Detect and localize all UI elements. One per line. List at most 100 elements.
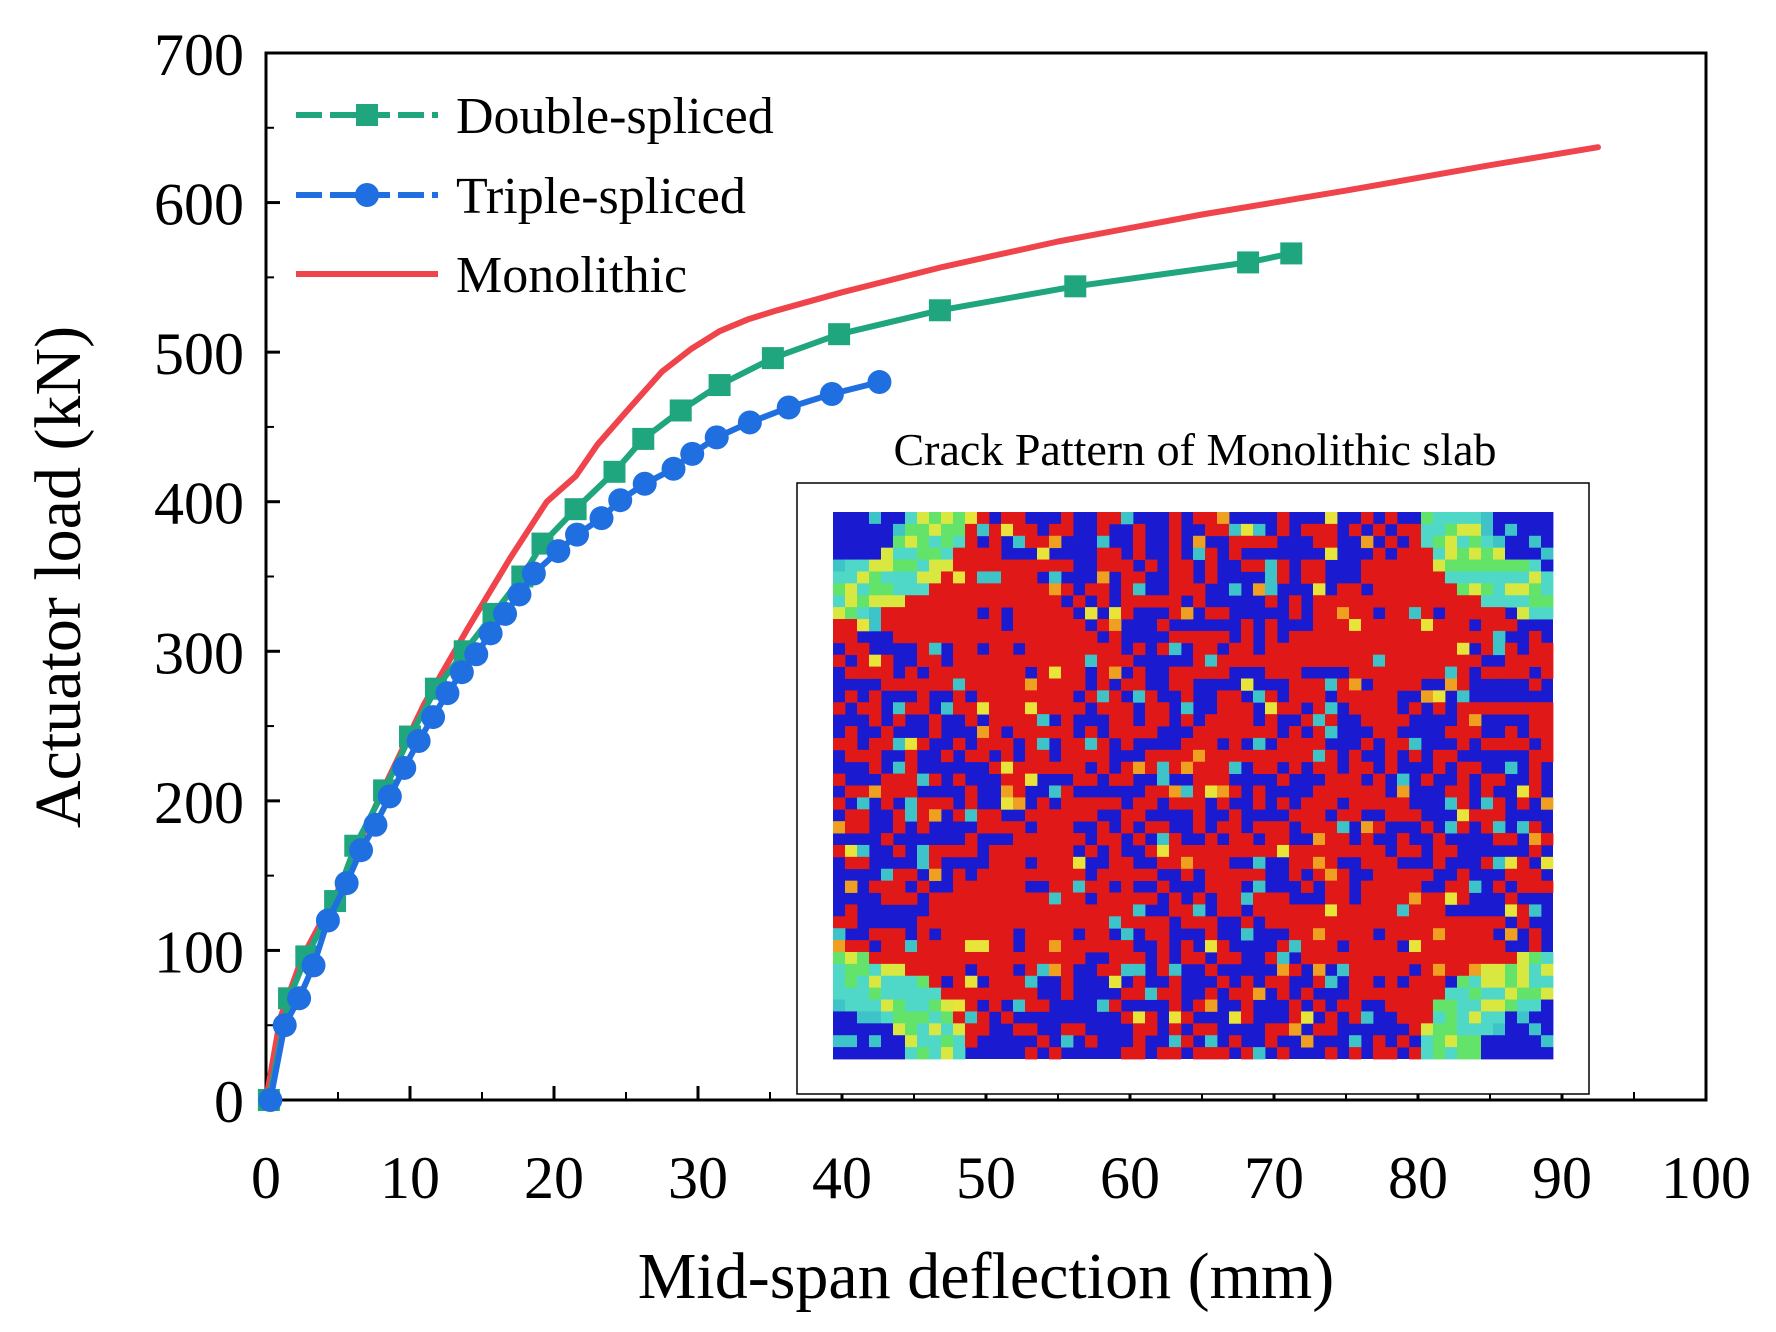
crack-cell [1217, 512, 1230, 525]
crack-cell [1229, 523, 1242, 537]
crack-cell [845, 571, 858, 584]
crack-cell [929, 940, 942, 953]
crack-cell [869, 749, 882, 763]
crack-cell [1061, 844, 1074, 858]
crack-cell [1169, 1047, 1182, 1060]
crack-cell [1289, 654, 1302, 667]
crack-cell [1349, 963, 1362, 977]
crack-cell [917, 583, 930, 596]
crack-cell [1037, 916, 1050, 929]
crack-cell [1493, 630, 1506, 644]
series-line-triple-spliced [267, 379, 883, 1103]
crack-cell [1241, 654, 1254, 667]
crack-cell [1505, 833, 1518, 846]
crack-cell [1385, 571, 1398, 584]
crack-cell [1421, 1047, 1434, 1060]
crack-cell [1025, 868, 1038, 882]
crack-cell [1325, 726, 1338, 739]
crack-cell [869, 975, 882, 989]
crack-cell [1121, 940, 1134, 953]
crack-cell [905, 583, 918, 596]
data-point [287, 986, 312, 1011]
crack-cell [905, 963, 918, 977]
crack-cell [941, 892, 954, 905]
crack-cell [1445, 1023, 1458, 1036]
crack-cell [1517, 512, 1530, 525]
crack-cell [1397, 963, 1410, 977]
crack-cell [1013, 916, 1026, 929]
crack-cell [1349, 773, 1362, 786]
crack-cell [1277, 737, 1290, 751]
crack-cell [1277, 642, 1290, 656]
crack-cell [1457, 1047, 1470, 1060]
crack-cell [1169, 595, 1182, 608]
crack-cell [1301, 559, 1314, 572]
crack-cell [977, 940, 990, 953]
crack-cell [1061, 963, 1074, 977]
crack-cell [845, 999, 858, 1012]
crack-cell [1373, 619, 1386, 632]
crack-cell [1037, 749, 1050, 763]
crack-cell [1289, 868, 1302, 882]
crack-cell [917, 987, 930, 1000]
data-point [377, 784, 402, 809]
crack-cell [1409, 975, 1422, 989]
crack-cell [893, 844, 906, 858]
crack-cell [1325, 928, 1338, 941]
crack-cell [953, 678, 966, 691]
crack-cell [1445, 523, 1458, 537]
crack-cell [1121, 916, 1134, 929]
crack-cell [857, 535, 870, 549]
crack-cell [1457, 1035, 1470, 1048]
crack-cell [1109, 856, 1122, 870]
crack-cell [1193, 892, 1206, 905]
crack-cell [1169, 797, 1182, 810]
crack-cell [1145, 797, 1158, 810]
crack-cell [1277, 844, 1290, 858]
crack-cell [1193, 785, 1206, 798]
crack-cell [1193, 773, 1206, 786]
crack-cell [1409, 583, 1422, 596]
crack-cell [1325, 904, 1338, 917]
crack-cell [857, 940, 870, 953]
crack-cell [845, 951, 858, 965]
crack-cell [1121, 809, 1134, 822]
crack-cell [1001, 868, 1014, 882]
crack-cell [1313, 904, 1326, 917]
crack-cell [977, 880, 990, 893]
crack-cell [1145, 749, 1158, 763]
crack-cell [1289, 1023, 1302, 1036]
crack-cell [1361, 607, 1374, 620]
crack-cell [1361, 856, 1374, 870]
crack-cell [869, 999, 882, 1012]
crack-cell [1445, 654, 1458, 667]
crack-cell [1373, 987, 1386, 1000]
crack-cell [857, 999, 870, 1012]
crack-cell [1061, 749, 1074, 763]
crack-cell [869, 1035, 882, 1048]
crack-cell [1121, 726, 1134, 739]
crack-cell [1109, 904, 1122, 917]
crack-cell [1001, 963, 1014, 977]
crack-cell [965, 523, 978, 537]
crack-cell [1421, 690, 1434, 703]
crack-cell [1253, 1047, 1266, 1060]
crack-cell [1493, 773, 1506, 786]
crack-cell [869, 571, 882, 584]
crack-cell [1133, 951, 1146, 965]
crack-cell [869, 535, 882, 549]
crack-cell [1409, 749, 1422, 763]
crack-cell [893, 559, 906, 572]
data-point [406, 729, 431, 754]
crack-cell [917, 702, 930, 715]
crack-cell [1073, 1023, 1086, 1036]
crack-cell [977, 892, 990, 905]
crack-cell [1337, 868, 1350, 882]
crack-cell [857, 595, 870, 608]
crack-cell [1169, 844, 1182, 858]
crack-cell [1061, 702, 1074, 715]
crack-cell [1109, 892, 1122, 905]
crack-cell [1001, 523, 1014, 537]
crack-cell [881, 559, 894, 572]
crack-cell [989, 737, 1002, 751]
